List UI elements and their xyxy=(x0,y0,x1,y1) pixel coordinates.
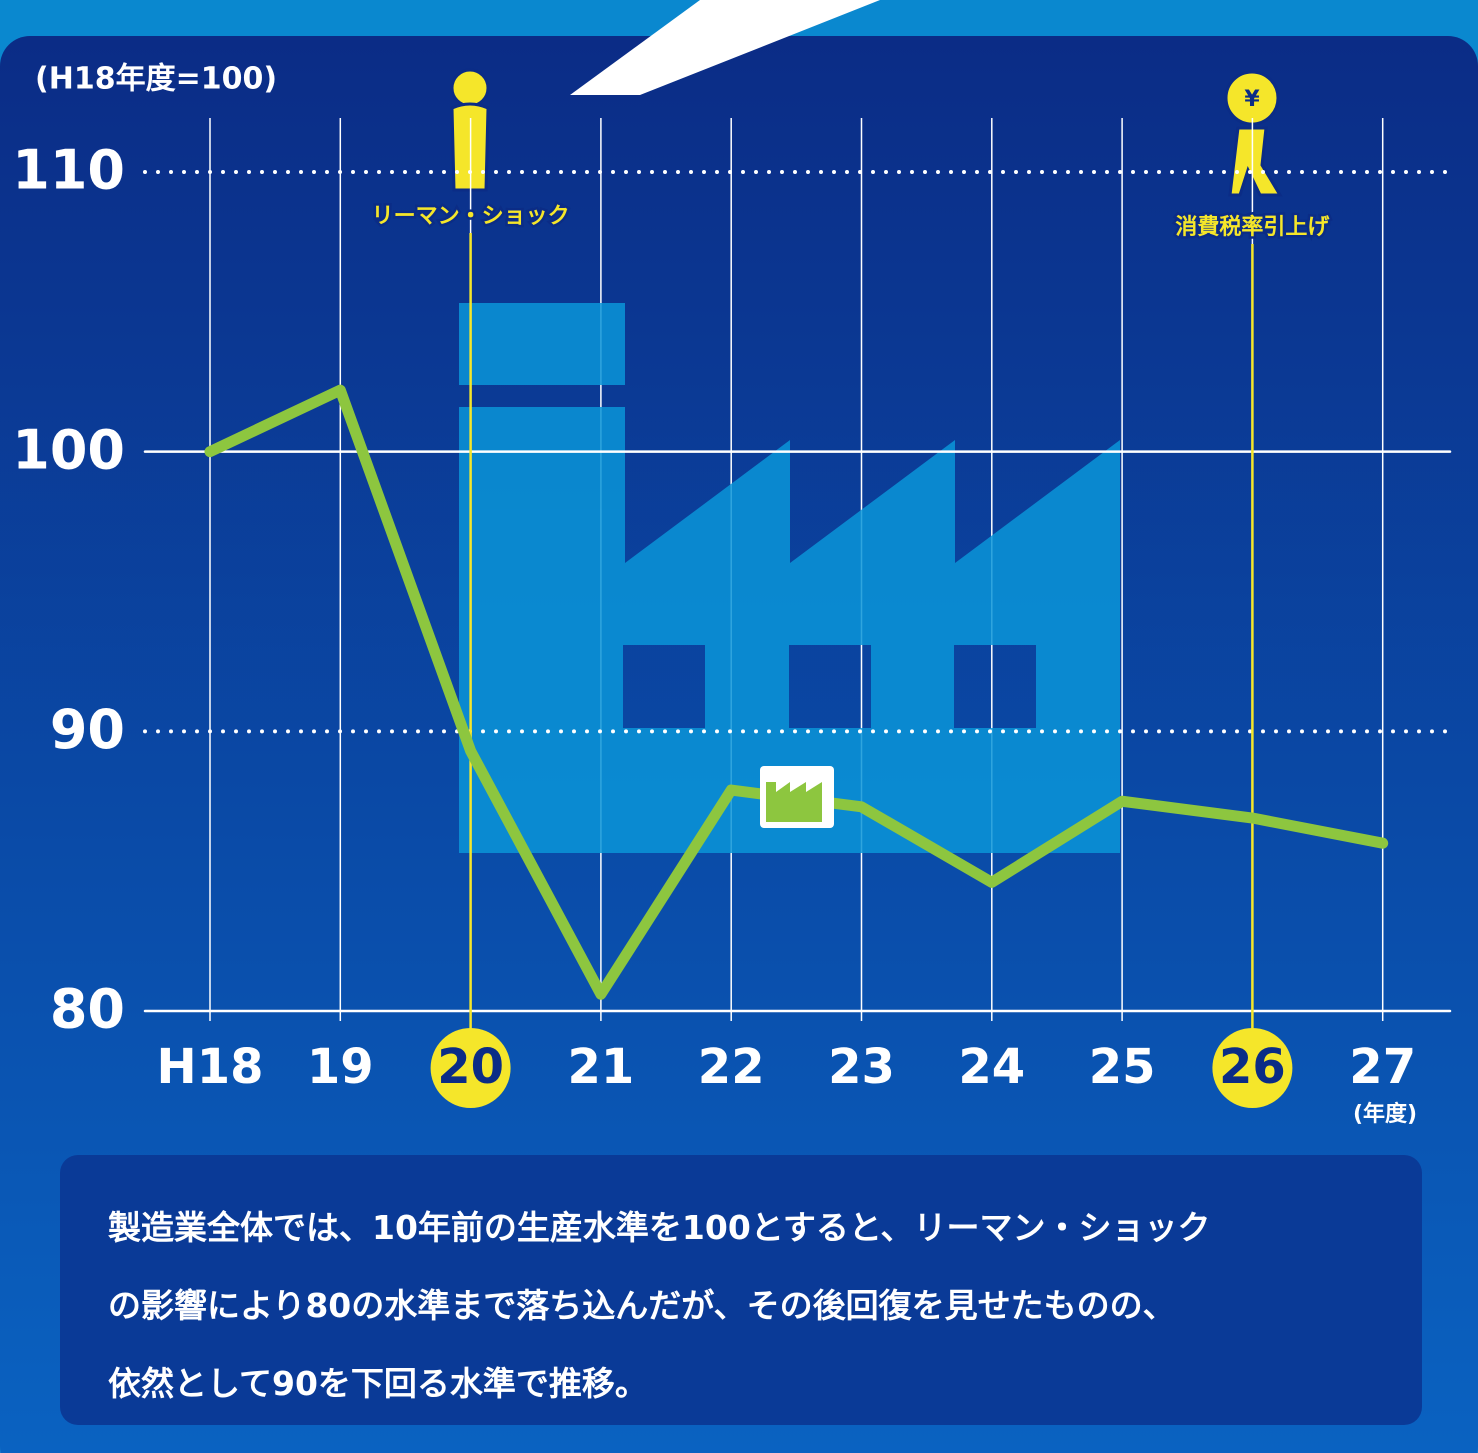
x-tick-label: 20 xyxy=(437,1039,504,1095)
x-tick-label: 24 xyxy=(958,1039,1025,1095)
annotation-label: リーマン・ショック xyxy=(372,204,570,229)
factory-icon xyxy=(760,766,834,828)
x-tick-label: H18 xyxy=(157,1039,264,1095)
x-tick-label: 25 xyxy=(1089,1039,1156,1095)
x-tick-label: 21 xyxy=(568,1039,635,1095)
y-tick-label: 80 xyxy=(50,978,125,1041)
y-tick-label: 100 xyxy=(12,418,125,481)
x-tick-label: 27 xyxy=(1349,1039,1416,1095)
y-tick-label: 110 xyxy=(12,139,125,202)
x-tick-label: 22 xyxy=(698,1039,765,1095)
x-tick-label: 26 xyxy=(1219,1039,1286,1095)
annotation-label: 消費税率引上げ xyxy=(1175,214,1330,240)
x-unit-label: (年度) xyxy=(1353,1101,1417,1127)
description-line: 依然として90を下回る水準で推移。 xyxy=(108,1345,1382,1423)
unit-label: (H18年度=100) xyxy=(35,62,277,97)
description-box: 製造業全体では、10年前の生産水準を100とすると、リーマン・ショックの影響によ… xyxy=(60,1155,1422,1425)
svg-text:¥: ¥ xyxy=(1244,87,1260,112)
page: ¥ (H18年度=100) (年度) 80 90 100 110 リーマン・ショック 消費… xyxy=(0,0,1478,1453)
x-tick-label: 23 xyxy=(828,1039,895,1095)
y-tick-label: 90 xyxy=(50,698,125,761)
description-line: 製造業全体では、10年前の生産水準を100とすると、リーマン・ショック xyxy=(108,1189,1382,1267)
description-line: の影響により80の水準まで落ち込んだが、その後回復を見せたものの、 xyxy=(108,1267,1382,1345)
x-tick-label: 19 xyxy=(307,1039,374,1095)
